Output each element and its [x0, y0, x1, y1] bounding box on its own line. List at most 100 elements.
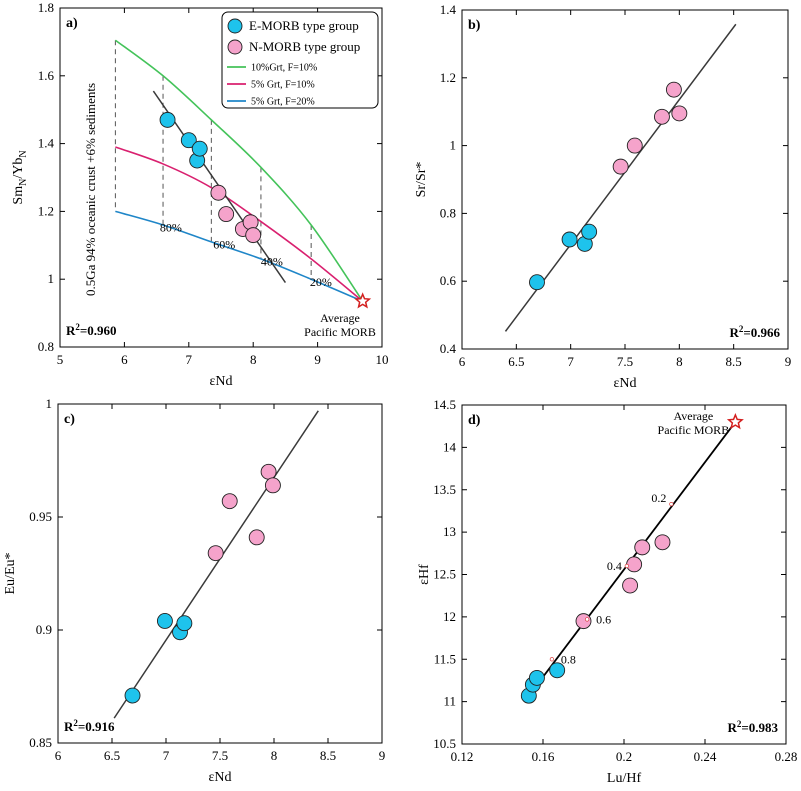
y-tick-label: 0.9	[36, 622, 52, 637]
regression-line	[113, 410, 319, 719]
emorb-point	[528, 669, 545, 686]
x-tick-label: 9	[785, 354, 792, 369]
x-tick-label: 5	[57, 352, 64, 367]
r-squared-label: R2=0.983	[727, 719, 778, 735]
plot-frame	[59, 7, 383, 348]
y-tick-label: 0.6	[440, 273, 457, 288]
x-tick-label: 0.28	[775, 749, 798, 764]
y-tick-label: 10.5	[433, 736, 456, 751]
nmorb-point	[207, 545, 224, 562]
x-tick-label: 0.12	[451, 749, 474, 764]
nmorb-point	[210, 184, 227, 201]
y-tick-label: 1.6	[38, 68, 55, 83]
x-tick-label: 8.5	[320, 748, 336, 763]
y-tick-label: 1	[46, 396, 53, 411]
x-tick-label: 8.5	[726, 354, 742, 369]
x-tick-label: 0.24	[694, 749, 717, 764]
panel-b-chart: 6 6.5 7 7.5 8 8.5 9 0.4 0.6 0.8 1 1.2 1.4 b) εNd Sr/Sr*…	[414, 2, 791, 391]
nmorb-point	[248, 529, 265, 546]
plot-frame	[57, 403, 383, 744]
y-axis-label: εHf	[417, 564, 432, 585]
y-tick-label: 0.85	[29, 735, 52, 750]
mixing-percent-label: 20%	[310, 275, 332, 289]
curve-10grt-f10	[114, 39, 364, 302]
y-tick-label: 0.95	[29, 509, 52, 524]
y-tick-label: 1.2	[440, 70, 456, 85]
legend-emorb-label: E-MORB type group	[249, 18, 359, 33]
y-tick-label: 1.4	[38, 136, 55, 151]
curve-5grt-f20	[115, 210, 363, 302]
x-tick-label: 0.16	[532, 749, 555, 764]
y-tick-label: 12	[443, 609, 456, 624]
panel-label: d)	[468, 413, 481, 428]
emorb-point	[549, 662, 566, 679]
curve-5grt-f10	[115, 146, 364, 302]
sediment-annotation: 0.5Ga 94% oceanic crust +6% sediments	[83, 83, 98, 296]
x-tick-label: 6	[459, 354, 466, 369]
nmorb-point	[634, 539, 651, 556]
x-axis-label: εNd	[209, 770, 232, 785]
nmorb-point	[218, 206, 235, 223]
r-squared-label: R2=0.960	[66, 322, 117, 338]
y-tick-label: 0.8	[38, 339, 54, 354]
star-label-line1: Average	[674, 409, 714, 423]
panel-label: a)	[66, 16, 78, 31]
plot-frame	[461, 9, 789, 350]
x-tick-label: 7.5	[617, 354, 633, 369]
x-tick-label: 8	[271, 748, 278, 763]
pacific-morb-star	[726, 413, 744, 430]
r-squared-label: R2=0.966	[729, 324, 780, 340]
nmorb-point	[653, 108, 670, 125]
x-axis-label: εNd	[614, 376, 637, 391]
x-tick-label: 7	[163, 748, 170, 763]
star-label-line1: Average	[320, 311, 360, 325]
x-tick-label: 7	[186, 352, 193, 367]
x-axis-label: Lu/Hf	[607, 771, 642, 786]
nmorb-point	[575, 613, 592, 630]
x-tick-label: 6.5	[104, 748, 120, 763]
x-tick-label: 6.5	[508, 354, 524, 369]
emorb-point	[159, 111, 176, 128]
x-tick-label: 6	[55, 748, 62, 763]
mixing-mark	[549, 657, 555, 662]
x-tick-label: 9	[379, 748, 386, 763]
nmorb-point	[626, 137, 643, 154]
x-tick-label: 8	[250, 352, 257, 367]
emorb-point	[124, 687, 141, 704]
mixing-fraction-label: 0.8	[561, 652, 576, 666]
panel-label: c)	[64, 412, 75, 427]
mixing-percent-label: 40%	[261, 255, 283, 269]
nmorb-point	[221, 493, 238, 510]
y-tick-label: 13	[443, 524, 456, 539]
emorb-point	[180, 132, 197, 149]
y-tick-label: 1.8	[38, 0, 54, 15]
pacific-morb-star	[354, 292, 372, 309]
y-tick-label: 0.4	[440, 341, 457, 356]
mixing-mark	[585, 617, 590, 622]
y-axis-label: Eu/Eu*	[3, 553, 18, 595]
y-tick-label: 0.8	[440, 205, 456, 220]
nmorb-point	[654, 534, 671, 551]
emorb-point	[529, 274, 545, 291]
panel-d-chart: 0.12 0.16 0.2 0.24 0.28 10.5 11 11.5 12 12.5 13 13.…	[417, 397, 797, 786]
emorb-point	[561, 231, 578, 248]
legend-curve-10grt-f10-label: 10%Grt, F=10%	[251, 63, 317, 74]
nmorb-point	[671, 105, 688, 122]
legend-emorb-marker	[227, 18, 243, 34]
y-tick-label: 1.4	[440, 2, 457, 17]
legend-box	[221, 11, 379, 109]
y-tick-label: 1	[450, 138, 457, 153]
y-tick-label: 12.5	[433, 567, 456, 582]
emorb-point	[191, 140, 208, 157]
x-tick-label: 7.5	[212, 748, 228, 763]
emorb-point	[156, 613, 173, 629]
legend-curve-5grt-f20-label: 5% Grt, F=20%	[251, 97, 315, 108]
x-tick-label: 6	[121, 352, 128, 367]
y-tick-label: 1.2	[38, 203, 54, 218]
x-axis-label: εNd	[210, 374, 233, 389]
mixing-mark	[624, 563, 629, 569]
nmorb-point	[260, 463, 277, 480]
x-tick-label: 10	[376, 352, 389, 367]
mixing-fraction-label: 0.6	[596, 612, 611, 626]
